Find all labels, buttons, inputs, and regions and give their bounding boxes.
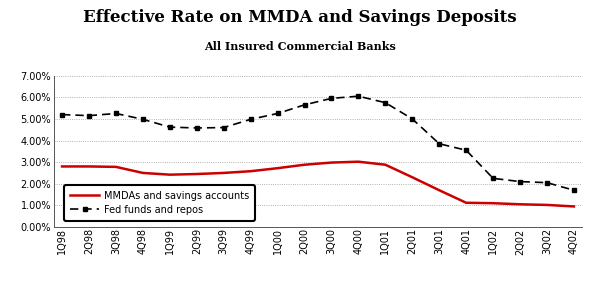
MMDAs and savings accounts xyxy=(112,165,119,168)
Line: Fed funds and repos: Fed funds and repos xyxy=(60,94,576,192)
Fed funds and repos xyxy=(544,181,551,184)
Fed funds and repos xyxy=(247,118,254,121)
MMDAs and savings accounts xyxy=(193,172,200,176)
Text: Effective Rate on MMDA and Savings Deposits: Effective Rate on MMDA and Savings Depos… xyxy=(83,9,517,26)
Fed funds and repos xyxy=(571,189,578,192)
MMDAs and savings accounts xyxy=(58,165,65,168)
MMDAs and savings accounts xyxy=(382,163,389,166)
Fed funds and repos xyxy=(139,118,146,121)
MMDAs and savings accounts xyxy=(409,175,416,179)
Fed funds and repos xyxy=(301,103,308,107)
Fed funds and repos xyxy=(409,117,416,121)
Fed funds and repos xyxy=(193,126,200,130)
MMDAs and savings accounts xyxy=(301,163,308,166)
Fed funds and repos xyxy=(166,125,173,129)
Legend: MMDAs and savings accounts, Fed funds and repos: MMDAs and savings accounts, Fed funds an… xyxy=(64,185,255,221)
Fed funds and repos xyxy=(436,142,443,146)
Fed funds and repos xyxy=(382,101,389,104)
MMDAs and savings accounts xyxy=(139,171,146,175)
MMDAs and savings accounts xyxy=(436,189,443,192)
MMDAs and savings accounts xyxy=(274,166,281,170)
Fed funds and repos xyxy=(85,114,92,117)
MMDAs and savings accounts xyxy=(544,203,551,207)
Fed funds and repos xyxy=(517,180,524,183)
Fed funds and repos xyxy=(58,113,65,116)
MMDAs and savings accounts xyxy=(463,201,470,205)
Text: All Insured Commercial Banks: All Insured Commercial Banks xyxy=(204,41,396,52)
Fed funds and repos xyxy=(274,112,281,115)
MMDAs and savings accounts xyxy=(247,169,254,173)
MMDAs and savings accounts xyxy=(85,165,92,168)
MMDAs and savings accounts xyxy=(517,203,524,206)
Line: MMDAs and savings accounts: MMDAs and savings accounts xyxy=(62,162,574,206)
MMDAs and savings accounts xyxy=(490,201,497,205)
MMDAs and savings accounts xyxy=(328,161,335,164)
Fed funds and repos xyxy=(328,97,335,100)
Fed funds and repos xyxy=(220,126,227,129)
Fed funds and repos xyxy=(490,177,497,180)
MMDAs and savings accounts xyxy=(220,171,227,175)
Fed funds and repos xyxy=(112,112,119,115)
MMDAs and savings accounts xyxy=(571,205,578,208)
MMDAs and savings accounts xyxy=(355,160,362,164)
Fed funds and repos xyxy=(463,148,470,152)
MMDAs and savings accounts xyxy=(166,173,173,176)
Fed funds and repos xyxy=(355,95,362,98)
